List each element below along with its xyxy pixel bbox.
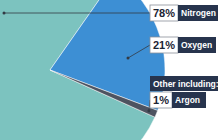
annotation: Other including: xyxy=(153,79,219,89)
data-label: 1% xyxy=(153,94,169,106)
slice-label: Oxygen xyxy=(181,40,212,50)
data-label: 21% xyxy=(153,39,175,51)
name-box xyxy=(178,37,216,53)
leader-dot xyxy=(147,109,150,112)
pie-slice xyxy=(50,70,158,117)
name-box xyxy=(172,92,206,108)
name-box xyxy=(178,5,218,21)
leader-line xyxy=(4,13,150,14)
value-box xyxy=(150,92,172,108)
slice-label: Nitrogen xyxy=(181,8,216,18)
annotation-box xyxy=(150,76,218,91)
labels: 78% Nitrogen 21% Oxygen 1% Argon Other includi… xyxy=(3,5,219,112)
leader-dot xyxy=(127,57,130,60)
value-box xyxy=(150,37,178,53)
pie xyxy=(0,0,165,140)
leader-dot xyxy=(3,12,6,15)
slice-label: Argon xyxy=(175,95,200,105)
leader-line xyxy=(128,45,150,58)
value-box xyxy=(150,5,178,21)
chart: 78% Nitrogen 21% Oxygen 1% Argon Other includi… xyxy=(0,0,220,140)
data-label: 78% xyxy=(153,7,175,19)
